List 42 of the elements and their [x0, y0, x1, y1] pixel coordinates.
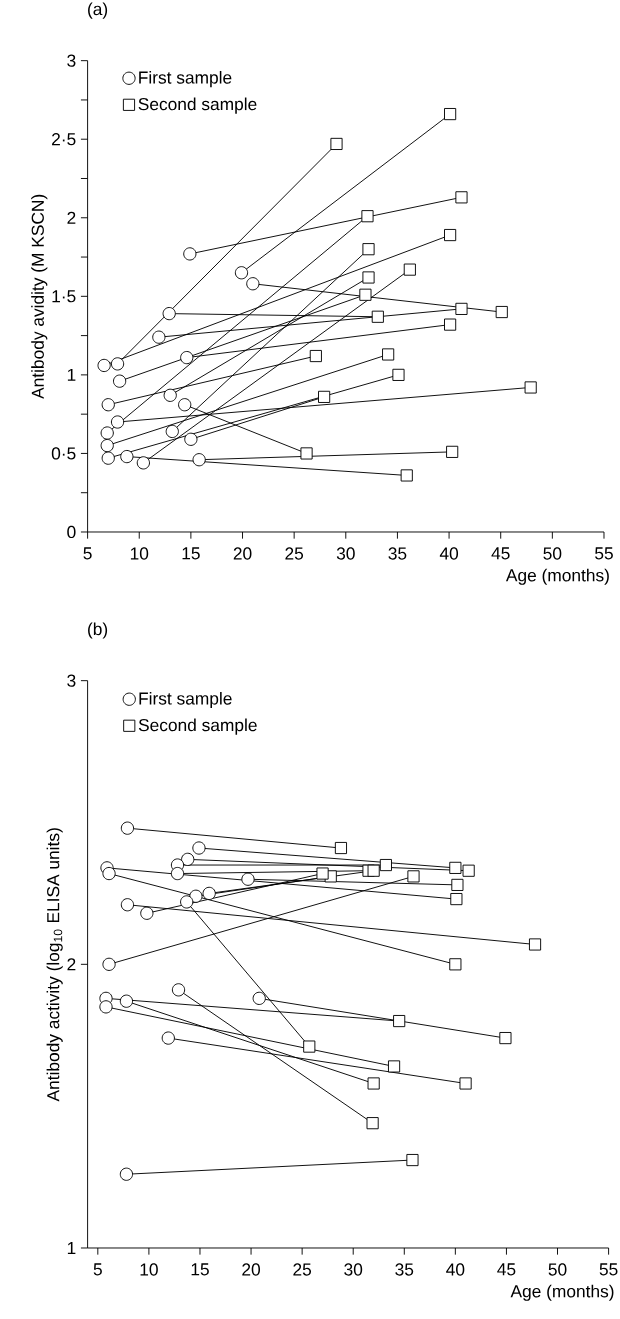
chart-title: (b) — [88, 622, 108, 639]
x-axis-title: Age (months) — [510, 1284, 614, 1301]
y-axis-title: Antibody activity (log$_{10}$ ELISA units) — [46, 828, 63, 1102]
legend-label: First sample — [139, 70, 232, 88]
x-tick-label: 30 — [344, 1263, 363, 1276]
x-tick-label: 30 — [336, 547, 355, 560]
x-tick-label: 45 — [497, 1263, 516, 1276]
y-tick-label: 1 — [67, 1242, 76, 1254]
x-tick-label: 25 — [293, 1263, 312, 1276]
x-tick-label: 20 — [242, 1263, 261, 1276]
x-tick-label: 20 — [233, 547, 252, 560]
x-tick-label: 25 — [285, 547, 304, 560]
chart-title: (a) — [88, 2, 108, 19]
x-tick-label: 50 — [548, 1263, 567, 1276]
y-tick-label: 3 — [67, 54, 76, 67]
x-tick-label: 40 — [439, 547, 459, 560]
x-tick-label: 10 — [140, 1263, 158, 1276]
y-axis-title: Antibody avidity (M KSCN) — [31, 194, 48, 399]
x-tick-label: 15 — [191, 1263, 209, 1276]
x-tick-label: 40 — [446, 1263, 465, 1276]
x-tick-label: 10 — [130, 547, 149, 560]
legend-label: Second sample — [138, 718, 257, 735]
y-tick-label: 0 — [67, 525, 76, 539]
y-tick-label: 3 — [67, 674, 76, 687]
y-tick-label: 1 — [67, 368, 76, 381]
y-tick-label: 2 — [67, 211, 76, 224]
y-tick-label: 2 — [67, 958, 76, 971]
y-tick-label: 2·5 — [52, 133, 76, 146]
x-tick-label: 55 — [599, 1263, 618, 1276]
x-tick-label: 15 — [182, 547, 200, 560]
y-tick-label: 1·5 — [52, 290, 76, 303]
x-tick-label: 5 — [93, 1263, 102, 1276]
legend-label: First sample — [139, 691, 232, 709]
x-tick-label: 5 — [83, 547, 92, 560]
x-tick-label: 35 — [388, 547, 407, 560]
x-axis-title: Age (months) — [505, 568, 609, 585]
x-tick-label: 50 — [543, 547, 562, 560]
x-tick-label: 55 — [595, 547, 613, 560]
x-tick-label: 35 — [395, 1263, 414, 1276]
legend-label: Second sample — [138, 97, 257, 114]
x-tick-label: 45 — [491, 547, 510, 560]
y-tick-label: 0·5 — [51, 447, 76, 460]
